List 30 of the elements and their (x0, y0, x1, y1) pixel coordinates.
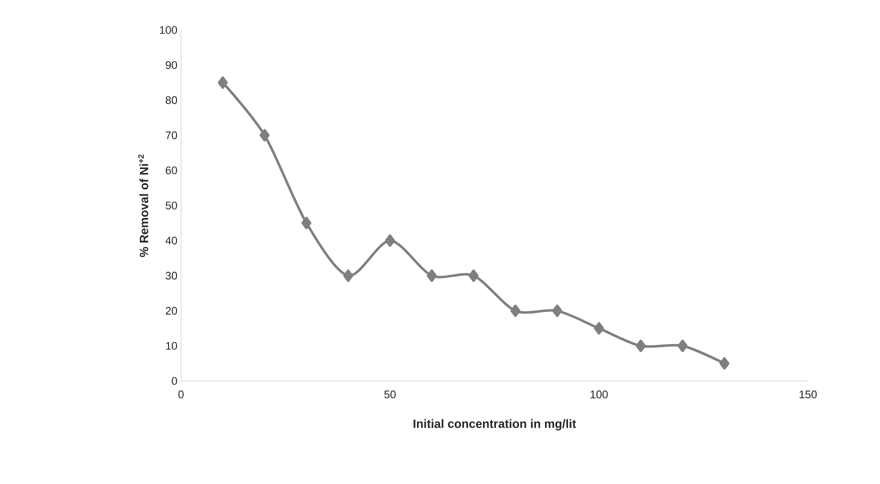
y-tick-label: 70 (166, 131, 178, 140)
point (301, 216, 312, 230)
point (678, 340, 688, 352)
y-tick-label: 20 (166, 306, 178, 315)
point (552, 304, 562, 318)
point (385, 234, 396, 247)
y-tick-label: 40 (165, 236, 178, 244)
y-tick-label: 80 (166, 96, 178, 104)
point (719, 357, 730, 370)
y-tick-label: 60 (166, 166, 178, 174)
point (510, 304, 520, 318)
point (468, 269, 479, 282)
point (260, 129, 270, 142)
x-tick-label: 50 (384, 390, 396, 398)
y-tick-label: 0 (172, 377, 178, 385)
x-axis-title: Initial concentration in mg/lit (414, 419, 576, 430)
x-tick-label: 150 (800, 390, 817, 398)
point (594, 322, 604, 335)
y-tick-label: 50 (166, 202, 178, 210)
x-tick-label: 0 (178, 390, 184, 398)
y-tick-label: 100 (160, 26, 178, 34)
x-tick-label: 100 (590, 390, 608, 398)
y-tick-label: 10 (166, 342, 178, 350)
y-axis-title: % Removal of Ni$^{+2}$ (138, 154, 148, 258)
point (343, 269, 354, 282)
point (426, 269, 437, 282)
point (636, 340, 646, 352)
y-tick-label: 30 (166, 272, 178, 280)
point (218, 76, 228, 89)
y-tick-label: 90 (166, 61, 178, 69)
